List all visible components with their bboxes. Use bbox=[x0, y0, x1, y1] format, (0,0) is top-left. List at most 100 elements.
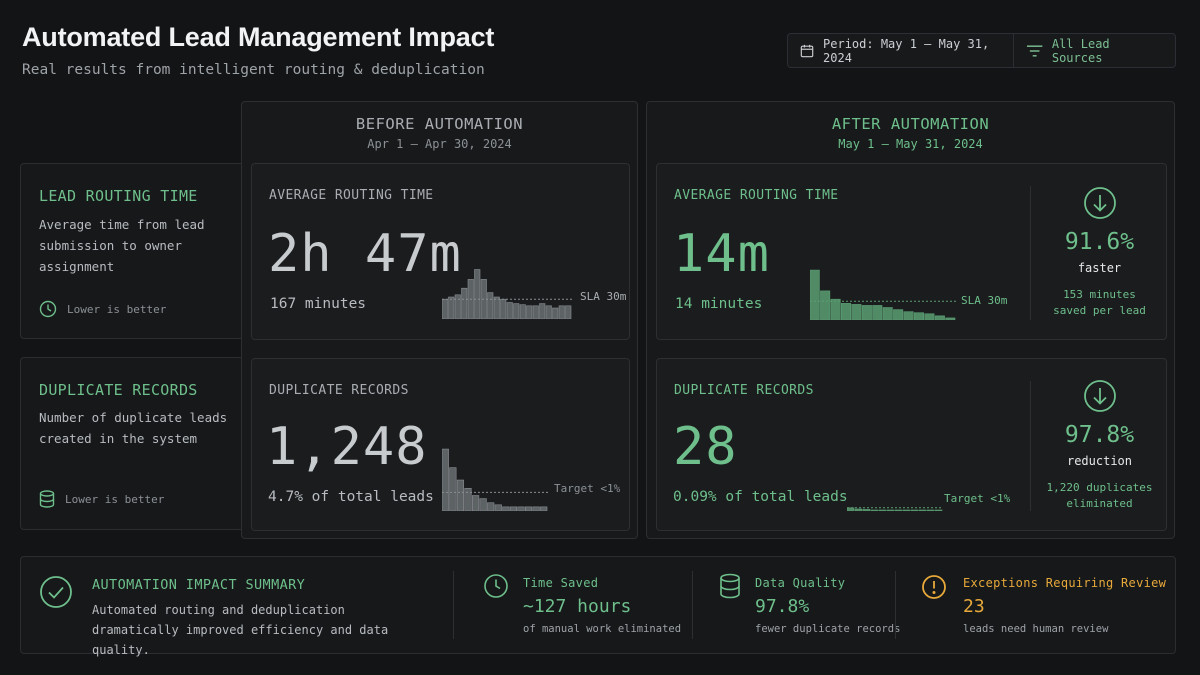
sparkline-bar bbox=[519, 304, 526, 319]
after-routing-divider bbox=[1030, 186, 1031, 320]
sparkline-bar bbox=[558, 305, 565, 319]
sparkline-bar bbox=[532, 305, 539, 319]
database-icon bbox=[720, 573, 740, 599]
routing-row-label: LEAD ROUTING TIME Average time from lead… bbox=[20, 163, 260, 339]
summary-heading: AUTOMATION IMPACT SUMMARY bbox=[92, 577, 306, 593]
sparkline-bar bbox=[854, 508, 863, 511]
sparkline-bar bbox=[870, 509, 879, 511]
sparkline-bar bbox=[893, 309, 904, 320]
arrow-down-circle-icon bbox=[1083, 380, 1116, 412]
sparkline-bar bbox=[545, 305, 552, 319]
filter-icon bbox=[1026, 44, 1042, 57]
sparkline-bar bbox=[461, 287, 468, 319]
stat-time-saved-note: of manual work eliminated bbox=[523, 623, 682, 635]
impact-summary: AUTOMATION IMPACT SUMMARY Automated rout… bbox=[20, 556, 1176, 657]
after-heading: AFTER AUTOMATION bbox=[831, 115, 990, 133]
before-duplicates-sparkline bbox=[442, 448, 548, 511]
sparkline-bar bbox=[464, 487, 472, 511]
stat-time-saved-label: Time Saved bbox=[523, 576, 599, 590]
sparkline-bar bbox=[454, 294, 461, 319]
sparkline-bar bbox=[878, 509, 887, 511]
before-routing-value: 2h 47m bbox=[268, 224, 462, 284]
duplicates-row-footnote: Lower is better bbox=[39, 490, 164, 508]
sparkline-bar bbox=[479, 498, 487, 511]
sparkline-bar bbox=[861, 305, 872, 320]
sparkline-bar bbox=[540, 506, 548, 511]
sparkline-bar bbox=[872, 305, 883, 320]
sparkline-bar bbox=[449, 467, 457, 511]
sparkline-bar bbox=[526, 305, 533, 319]
sparkline-bar bbox=[913, 312, 925, 320]
sparkline-bar bbox=[882, 307, 893, 320]
routing-row-description: Average time from lead submission to own… bbox=[39, 217, 205, 274]
after-duplicates-card: DUPLICATE RECORDS 28 0.09% of total lead… bbox=[656, 358, 1167, 531]
after-duplicates-value: 28 bbox=[673, 417, 738, 477]
before-duplicates-label: DUPLICATE RECORDS bbox=[269, 383, 409, 398]
stat-exceptions-note: leads need human review bbox=[963, 623, 1109, 635]
after-routing-note: 153 minutes saved per lead bbox=[1053, 288, 1146, 317]
summary-divider bbox=[692, 571, 693, 639]
sparkline-bar bbox=[894, 509, 903, 511]
lead-sources-filter[interactable]: All Lead Sources bbox=[1012, 34, 1175, 67]
sparkline-bar bbox=[506, 302, 513, 319]
after-duplicates-divider bbox=[1030, 381, 1031, 511]
routing-row-heading: LEAD ROUTING TIME bbox=[39, 187, 198, 205]
sparkline-bar bbox=[934, 315, 945, 320]
sparkline-bar bbox=[487, 292, 494, 319]
before-routing-sla-label: SLA 30m bbox=[580, 290, 627, 303]
sparkline-bar bbox=[902, 509, 911, 511]
duplicates-row-description: Number of duplicate leads created in the… bbox=[39, 410, 228, 446]
before-panel: BEFORE AUTOMATION Apr 1 – Apr 30, 2024 A… bbox=[241, 101, 638, 539]
sparkline-bar bbox=[862, 509, 871, 511]
sparkline-bar bbox=[910, 509, 919, 511]
check-circle-icon bbox=[40, 576, 72, 608]
stat-exceptions-label: Exceptions Requiring Review bbox=[963, 576, 1167, 590]
summary-divider bbox=[453, 571, 454, 639]
sparkline-bar bbox=[810, 269, 820, 320]
sparkline-bar bbox=[886, 509, 895, 511]
sparkline-bar bbox=[471, 495, 480, 511]
stat-data-quality-text: Data Quality 97.8% fewer duplicate recor… bbox=[755, 576, 900, 635]
after-duplicates-change: 97.8% reduction 1,220 duplicates elimina… bbox=[1031, 379, 1168, 512]
sparkline-bar bbox=[524, 506, 533, 511]
after-panel: AFTER AUTOMATION May 1 – May 31, 2024 AV… bbox=[646, 101, 1175, 539]
stat-time-saved bbox=[483, 573, 509, 603]
after-routing-minutes: 14 minutes bbox=[675, 296, 763, 312]
sparkline-bar bbox=[494, 504, 502, 511]
period-picker[interactable]: Period: May 1 – May 31, 2024 bbox=[788, 34, 1013, 67]
sparkline-bar bbox=[500, 298, 507, 319]
after-duplicates-sparkline bbox=[847, 507, 943, 511]
stat-exceptions-text[interactable]: Exceptions Requiring Review 23 leads nee… bbox=[963, 576, 1166, 635]
sparkline-bar bbox=[448, 296, 455, 319]
sparkline-bar bbox=[851, 304, 862, 320]
sparkline-bar bbox=[442, 448, 449, 511]
duplicates-row-heading: DUPLICATE RECORDS bbox=[39, 381, 198, 399]
sparkline-bar bbox=[840, 303, 852, 320]
sparkline-bar bbox=[903, 311, 914, 320]
sparkline-bar bbox=[513, 303, 520, 319]
clock-icon bbox=[484, 574, 508, 598]
sparkline-bar bbox=[493, 296, 500, 319]
stat-data-quality-note: fewer duplicate records bbox=[755, 623, 901, 635]
database-icon bbox=[39, 490, 55, 508]
after-routing-value: 14m bbox=[673, 224, 770, 284]
summary-divider bbox=[895, 571, 896, 639]
alert-icon bbox=[922, 575, 946, 599]
sparkline-bar bbox=[509, 506, 518, 511]
after-routing-sla-label: SLA 30m bbox=[961, 294, 1008, 307]
after-duplicates-share: 0.09% of total leads bbox=[673, 489, 848, 505]
period-label: Period: May 1 – May 31, 2024 bbox=[823, 36, 990, 65]
after-routing-pct: 91.6% bbox=[1064, 229, 1135, 255]
sparkline-bar bbox=[502, 506, 510, 511]
sparkline-bar bbox=[532, 506, 540, 511]
sparkline-bar bbox=[487, 502, 495, 511]
after-duplicates-word: reduction bbox=[1066, 454, 1133, 468]
summary-text: Automated routing and deduplication dram… bbox=[92, 603, 389, 657]
clock-icon bbox=[39, 300, 57, 318]
before-heading: BEFORE AUTOMATION bbox=[355, 115, 524, 133]
lead-sources-label: All Lead Sources bbox=[1051, 36, 1110, 65]
sparkline-bar bbox=[945, 317, 956, 320]
sparkline-bar bbox=[830, 298, 841, 320]
after-routing-sparkline bbox=[810, 269, 956, 320]
before-duplicates-target-label: Target <1% bbox=[554, 482, 621, 495]
